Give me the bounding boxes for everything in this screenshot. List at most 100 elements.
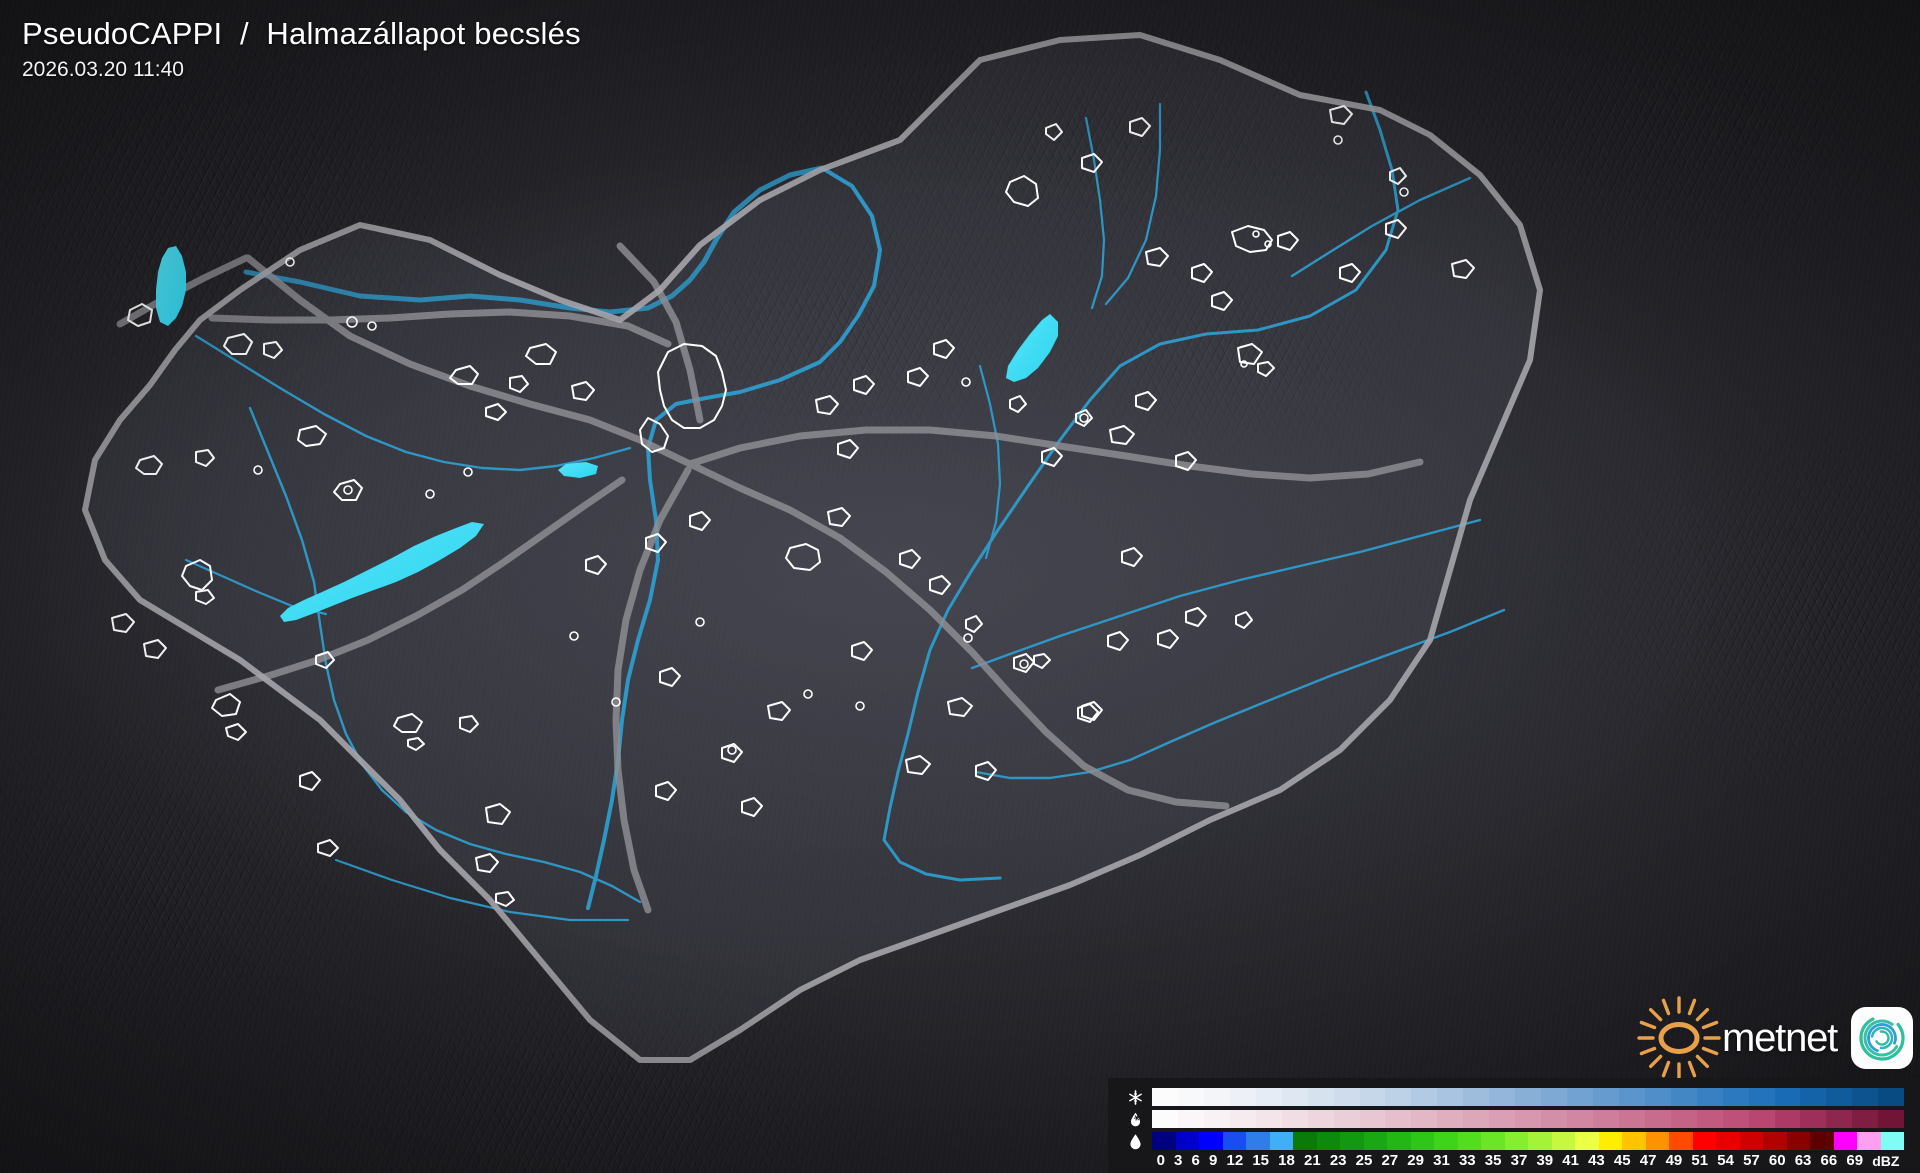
legend-swatch-rain-22 — [1669, 1132, 1693, 1150]
sun-icon — [1637, 996, 1721, 1080]
legend-tick-3: 3 — [1174, 1152, 1183, 1169]
legend-row-sleet[interactable] — [1152, 1110, 1905, 1128]
legend-swatch-sleet-19 — [1644, 1110, 1671, 1128]
legend-swatch-sleet-9 — [1385, 1110, 1412, 1128]
legend-swatch-sleet-14 — [1515, 1110, 1542, 1128]
legend-swatch-sleet-16 — [1567, 1110, 1593, 1128]
settlement-dot-layer — [253, 135, 1409, 755]
legend-swatch-sleet-15 — [1541, 1110, 1567, 1128]
legend-swatch-snow-6 — [1307, 1088, 1334, 1106]
legend-tick-12: 12 — [1226, 1152, 1244, 1169]
legend-tick-33: 33 — [1458, 1152, 1476, 1169]
legend-tick-31: 31 — [1433, 1152, 1450, 1169]
legend-tick-labels: 0 3 6 9 12 15 18 21 23 25 27 29 31 33 35 37 39 41 43 45 47 49… — [1152, 1151, 1904, 1171]
legend-swatch-sleet-20 — [1670, 1110, 1697, 1128]
lake-velencei — [558, 462, 598, 478]
metnet-app-icon[interactable] — [1851, 1007, 1914, 1069]
country-border-hungary — [82, 32, 1543, 1063]
legend-tick-15: 15 — [1252, 1152, 1270, 1169]
legend-swatch-sleet-26 — [1826, 1110, 1853, 1128]
legend-swatch-snow-3 — [1229, 1088, 1256, 1106]
legend-swatch-sleet-7 — [1333, 1110, 1360, 1128]
legend-swatch-rain-28 — [1810, 1132, 1834, 1150]
legend-swatch-snow-12 — [1463, 1088, 1490, 1106]
legend-swatch-rain-10 — [1387, 1132, 1411, 1150]
lake-ferto — [156, 246, 186, 326]
legend-swatch-rain-16 — [1528, 1132, 1552, 1150]
legend-swatch-snow-4 — [1255, 1088, 1282, 1106]
legend-tick-57: 57 — [1743, 1152, 1760, 1169]
legend-tick-18: 18 — [1278, 1152, 1295, 1169]
legend-unit-label: dBZ — [1872, 1153, 1900, 1169]
legend-swatch-snow-8 — [1359, 1088, 1386, 1106]
title-block: PseudoCAPPI / Halmazállapot becslés 2026… — [22, 14, 581, 84]
legend-tick-69: 69 — [1846, 1152, 1864, 1169]
legend-swatch-snow-0 — [1152, 1088, 1178, 1106]
legend-swatch-sleet-1 — [1177, 1110, 1204, 1128]
legend-swatch-sleet-2 — [1203, 1110, 1230, 1128]
legend-swatch-snow-27 — [1852, 1088, 1879, 1106]
lake-layer — [156, 246, 1058, 622]
legend-swatch-snow-11 — [1437, 1088, 1464, 1106]
legend-row-snow[interactable] — [1152, 1088, 1905, 1106]
legend-swatch-sleet-11 — [1437, 1110, 1464, 1128]
legend-tick-63: 63 — [1794, 1152, 1812, 1169]
dbz-color-legend[interactable]: 0 3 6 9 12 15 18 21 23 25 27 29 31 33 35 37 39 41 43 45 47 49… — [1108, 1078, 1920, 1173]
legend-swatch-sleet-25 — [1800, 1110, 1827, 1128]
legend-swatch-snow-20 — [1670, 1088, 1697, 1106]
legend-swatch-snow-2 — [1203, 1088, 1230, 1106]
legend-swatch-rain-26 — [1763, 1132, 1787, 1150]
legend-swatch-sleet-17 — [1592, 1110, 1619, 1128]
legend-swatch-rain-14 — [1481, 1132, 1505, 1150]
legend-tick-43: 43 — [1588, 1152, 1605, 1169]
legend-tick-60: 60 — [1768, 1152, 1786, 1169]
legend-swatch-snow-1 — [1177, 1088, 1204, 1106]
legend-tick-47: 47 — [1639, 1152, 1657, 1169]
legend-swatch-sleet-22 — [1722, 1110, 1749, 1128]
legend-tick-35: 35 — [1484, 1152, 1502, 1169]
legend-swatch-sleet-23 — [1748, 1110, 1775, 1128]
legend-row-rain[interactable] — [1152, 1132, 1904, 1150]
metnet-logo[interactable]: metnet — [1636, 995, 1914, 1081]
legend-swatch-snow-22 — [1722, 1088, 1749, 1106]
legend-swatch-rain-29 — [1833, 1132, 1857, 1150]
legend-swatch-snow-19 — [1644, 1088, 1671, 1106]
legend-swatch-rain-4 — [1246, 1132, 1270, 1150]
legend-tick-39: 39 — [1536, 1152, 1554, 1169]
sleet-icon — [1122, 1110, 1148, 1128]
legend-swatch-sleet-12 — [1463, 1110, 1490, 1128]
legend-swatch-rain-31 — [1880, 1132, 1904, 1150]
road-network-layer — [116, 242, 1424, 914]
legend-swatch-rain-8 — [1340, 1132, 1364, 1150]
legend-swatch-snow-16 — [1567, 1088, 1593, 1106]
legend-tick-6: 6 — [1191, 1152, 1200, 1169]
legend-swatch-rain-1 — [1175, 1132, 1199, 1150]
legend-swatch-snow-28 — [1878, 1088, 1905, 1106]
legend-swatch-rain-12 — [1434, 1132, 1458, 1150]
legend-swatch-sleet-3 — [1229, 1110, 1256, 1128]
legend-tick-27: 27 — [1381, 1152, 1399, 1169]
legend-swatch-sleet-8 — [1359, 1110, 1386, 1128]
legend-swatch-rain-18 — [1575, 1132, 1599, 1150]
legend-swatch-rain-3 — [1222, 1132, 1246, 1150]
legend-swatch-snow-18 — [1618, 1088, 1645, 1106]
legend-swatch-snow-17 — [1592, 1088, 1619, 1106]
legend-swatch-snow-13 — [1489, 1088, 1516, 1106]
legend-swatch-sleet-5 — [1281, 1110, 1308, 1128]
raindrop-icon — [1122, 1132, 1148, 1150]
legend-swatch-sleet-6 — [1307, 1110, 1334, 1128]
legend-tick-29: 29 — [1407, 1152, 1424, 1169]
legend-swatch-snow-24 — [1774, 1088, 1801, 1106]
legend-tick-41: 41 — [1562, 1152, 1579, 1169]
legend-swatch-rain-20 — [1622, 1132, 1646, 1150]
legend-swatch-rain-30 — [1857, 1132, 1881, 1150]
legend-swatch-snow-21 — [1696, 1088, 1723, 1106]
legend-swatch-sleet-18 — [1618, 1110, 1645, 1128]
